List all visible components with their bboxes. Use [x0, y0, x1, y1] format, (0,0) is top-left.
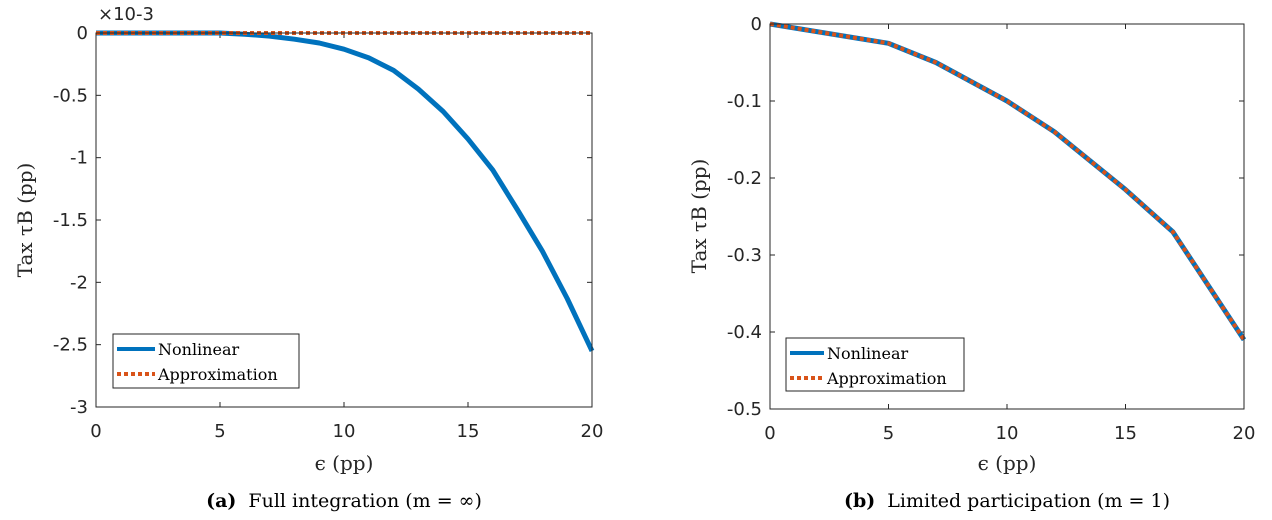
chart-a-y-tick-label: -1.5 [53, 210, 88, 231]
chart-b-legend-box [785, 337, 965, 392]
chart-a: ×10-3 0 -0.5 -1 -1.5 -2 -2.5 -3 0 5 10 15 20 Tax τ… [13, 4, 603, 512]
chart-a-x-tick-label: 20 [581, 421, 604, 442]
chart-a-y-tick-label: 0 [77, 23, 88, 44]
chart-a-legend-nonlinear: Nonlinear [158, 340, 239, 359]
chart-a-axes-box [95, 32, 593, 408]
chart-a-legend: Nonlinear Approximation [112, 333, 300, 389]
chart-a-legend-approximation: Approximation [157, 365, 278, 384]
chart-b-axes-box [769, 23, 1245, 410]
chart-b-y-axis-label: Tax τB (pp) [687, 159, 711, 274]
chart-a-y-tick-label: -0.5 [53, 85, 88, 106]
chart-b-y-tick-label: -0.4 [727, 322, 762, 343]
chart-a-y-exponent: ×10-3 [98, 4, 154, 25]
chart-b-y-tick-label: -0.3 [727, 245, 762, 266]
chart-a-x-tick-label: 5 [214, 421, 225, 442]
chart-b-legend: Nonlinear Approximation [785, 337, 965, 392]
chart-a-x-tick-label: 0 [90, 421, 101, 442]
chart-a-y-tick-label: -1 [70, 148, 88, 169]
chart-b-x-tick-label: 10 [996, 423, 1019, 444]
chart-a-y-axis-label: Tax τB (pp) [13, 163, 37, 278]
chart-a-y-tick-label: -2 [70, 272, 88, 293]
chart-b-y-tick-label: -0.5 [727, 399, 762, 420]
chart-b-x-tick-label: 15 [1114, 423, 1137, 444]
chart-b-x-axis-label: ϵ (pp) [978, 451, 1037, 475]
chart-b-series-approximation-line [769, 22, 1246, 341]
chart-a-plot-area [96, 30, 595, 352]
chart-b-x-tick-label: 5 [883, 423, 894, 444]
chart-b-legend-approximation: Approximation [826, 369, 947, 388]
chart-a-y-tick-labels: 0 -0.5 -1 -1.5 -2 -2.5 -3 [53, 23, 88, 418]
chart-a-x-tick-label: 15 [457, 421, 480, 442]
chart-a-x-axis-label: ϵ (pp) [315, 451, 374, 475]
chart-a-series-nonlinear-line [96, 30, 595, 352]
chart-b-y-tick-label: -0.1 [727, 91, 762, 112]
chart-a-y-tick-label: -2.5 [53, 335, 88, 356]
chart-b-caption: (b) Limited participation (m = 1) [844, 490, 1170, 512]
chart-b-series-nonlinear-line [769, 21, 1247, 342]
chart-a-x-tick-labels: 0 5 10 15 20 [90, 421, 603, 442]
chart-a-caption: (a) Full integration (m = ∞) [206, 490, 482, 512]
chart-b-x-tick-label: 20 [1233, 423, 1256, 444]
chart-b-y-tick-label: -0.2 [727, 168, 762, 189]
chart-b: 0 -0.1 -0.2 -0.3 -0.4 -0.5 0 5 10 15 20 Tax τB (p… [687, 14, 1255, 512]
chart-b-y-tick-labels: 0 -0.1 -0.2 -0.3 -0.4 -0.5 [727, 14, 762, 420]
chart-b-y-tick-label: 0 [751, 14, 762, 35]
chart-b-plot-area [769, 21, 1247, 342]
chart-a-legend-box [112, 333, 300, 389]
chart-b-legend-nonlinear: Nonlinear [827, 344, 908, 363]
chart-b-x-tick-label: 0 [764, 423, 775, 444]
chart-b-x-tick-labels: 0 5 10 15 20 [764, 423, 1255, 444]
chart-a-x-tick-label: 10 [333, 421, 356, 442]
chart-a-y-tick-label: -3 [70, 397, 88, 418]
